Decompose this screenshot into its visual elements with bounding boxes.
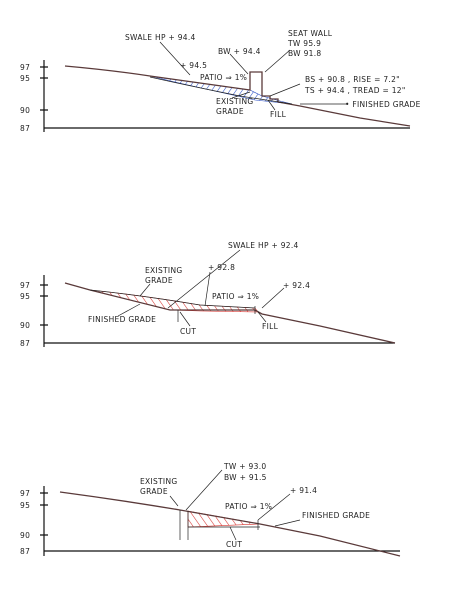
- annotation: FINISHED GRADE: [88, 315, 156, 324]
- annotation: TS + 94.4 , TREAD = 12": [304, 86, 406, 95]
- annotation: PATIO ⇒ 1%: [200, 73, 247, 82]
- annotation: BW + 94.4: [218, 47, 261, 56]
- finished-grade: [59, 491, 401, 557]
- annotation: SWALE HP + 94.4: [125, 33, 196, 42]
- elevation: 87: [20, 547, 30, 556]
- annotation: SWALE HP + 92.4: [228, 241, 299, 250]
- axis: [40, 486, 400, 556]
- finished-grade: [64, 65, 411, 127]
- annotation: GRADE: [140, 487, 168, 496]
- annotation: BW 91.8: [288, 49, 321, 58]
- annotation: PATIO ⇒ 1%: [212, 292, 259, 301]
- annotation: GRADE: [216, 107, 244, 116]
- elevation: 90: [20, 531, 30, 540]
- annotation: • FINISHED GRADE: [345, 100, 421, 109]
- elevation: 95: [20, 292, 30, 301]
- annotation: FILL: [270, 110, 287, 119]
- elevation: 97: [20, 281, 30, 290]
- elevation: 97: [20, 489, 30, 498]
- annotation: EXISTING: [145, 266, 182, 275]
- annotation: FILL: [262, 322, 279, 331]
- annotation: + 94.5: [180, 61, 207, 70]
- section-2: 97 95 90 87 SWALE HP + 92.4 EXISTING GRA…: [20, 241, 396, 348]
- annotation: CUT: [180, 327, 196, 336]
- annotation: + 91.4: [290, 486, 317, 495]
- elevation: 90: [20, 106, 30, 115]
- axis: [40, 275, 395, 347]
- existing-grade: [89, 289, 256, 309]
- elevation: 95: [20, 74, 30, 83]
- elevation: 95: [20, 501, 30, 510]
- annotation: TW 95.9: [287, 39, 321, 48]
- annotation: + 92.4: [283, 281, 310, 290]
- annotation: PATIO ⇒ 1%: [225, 502, 272, 511]
- elevation: 87: [20, 339, 30, 348]
- annotation: FINISHED GRADE: [302, 511, 370, 520]
- elevation: 90: [20, 321, 30, 330]
- leaders: [159, 41, 348, 111]
- annotation: EXISTING: [140, 477, 177, 486]
- annotation: BS + 90.8 , RISE = 7.2": [305, 75, 400, 84]
- annotation: + 92.8: [208, 263, 235, 272]
- annotation: BW + 91.5: [224, 473, 267, 482]
- elevation: 97: [20, 63, 30, 72]
- section-1: 97 95 90 87 SWALE HP + 94.4 SEAT WALL TW…: [20, 29, 421, 133]
- section-3: 97 95 90 87 TW + 93.0 BW + 91.5 EXISTING…: [20, 462, 401, 557]
- annotation: EXISTING: [216, 97, 253, 106]
- axis: [40, 60, 410, 132]
- structures: [169, 469, 301, 541]
- annotation: CUT: [226, 540, 242, 549]
- finished-grade: [64, 282, 396, 344]
- annotation: SEAT WALL: [288, 29, 333, 38]
- annotation: GRADE: [145, 276, 173, 285]
- elevation: 87: [20, 124, 30, 133]
- leaders: [117, 249, 285, 327]
- annotation: TW + 93.0: [223, 462, 266, 471]
